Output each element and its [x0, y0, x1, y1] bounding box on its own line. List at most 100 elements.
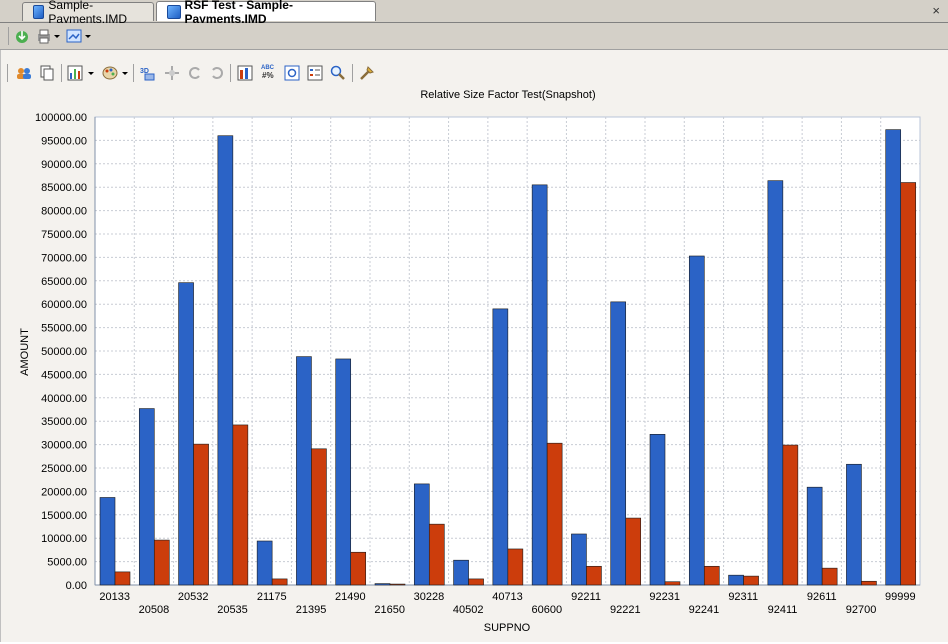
- database-cube-icon: [167, 4, 181, 19]
- print-icon[interactable]: [36, 28, 52, 44]
- y-tick-label: 100000.00: [35, 112, 87, 124]
- x-tick-label: 92221: [610, 604, 641, 616]
- y-tick-label: 15000.00: [41, 510, 87, 522]
- bar-92700-s1: [846, 463, 862, 586]
- tab-label: RSF Test - Sample-Payments.IMD: [184, 0, 293, 26]
- bar-21175-s2: [271, 578, 288, 586]
- chart-type-icon[interactable]: [67, 65, 83, 81]
- bar-30228-s1: [413, 483, 430, 586]
- move-icon[interactable]: [164, 65, 180, 81]
- x-tick-label: 21490: [335, 591, 366, 603]
- x-tick-label: 92700: [846, 604, 877, 616]
- bar-40713-s2: [507, 548, 524, 586]
- bar-20508-s2: [153, 539, 170, 586]
- zoom-fit-icon[interactable]: [284, 65, 300, 81]
- bar-20133-s1: [99, 497, 116, 586]
- y-tick-label: 60000.00: [41, 299, 87, 311]
- bar-60600-s1: [531, 184, 548, 586]
- bar-21650-s2: [389, 583, 406, 586]
- x-tick-label: 20532: [178, 591, 209, 603]
- bar-21490-s2: [350, 551, 367, 586]
- dropdown-icon[interactable]: [121, 65, 129, 81]
- bar-40502-s1: [453, 559, 469, 586]
- y-tick-label: 25000.00: [41, 463, 87, 475]
- rotate-right-icon[interactable]: [209, 65, 225, 81]
- y-tick-label: 85000.00: [41, 182, 87, 194]
- bar-21395-s2: [311, 448, 327, 586]
- dropdown-icon[interactable]: [87, 65, 95, 81]
- bar-92221-s1: [610, 301, 627, 586]
- bar-60600-s2: [546, 442, 563, 586]
- dropdown-icon[interactable]: [84, 28, 92, 44]
- svg-text:3D: 3D: [140, 68, 149, 75]
- tab-sample-payments[interactable]: Sample-Payments.IMD: [22, 0, 154, 26]
- bar-92211-s2: [586, 565, 602, 586]
- zoom-icon[interactable]: [330, 65, 346, 81]
- y-tick-label: 20000.00: [41, 486, 87, 498]
- y-axis-ticks: 0.00 5000.00 10000.00 15000.00 20000.00 25000…: [35, 112, 87, 592]
- y-tick-label: 75000.00: [41, 229, 87, 241]
- x-tick-label: 60600: [531, 604, 562, 616]
- bar-21650-s1: [374, 583, 391, 586]
- main-toolbar: [0, 23, 948, 50]
- bar-20535-s2: [232, 424, 249, 586]
- y-tick-label: 80000.00: [41, 206, 87, 218]
- x-tick-label: 92241: [689, 604, 720, 616]
- bar-92700-s2: [861, 580, 877, 586]
- x-tick-label: 92611: [807, 591, 837, 603]
- tab-rsf-test[interactable]: RSF Test - Sample-Payments.IMD: [156, 0, 376, 26]
- bar-color-icon[interactable]: [237, 65, 253, 81]
- y-tick-label: 35000.00: [41, 416, 87, 428]
- x-tick-label: 99999: [885, 591, 916, 603]
- y-tick-label: 90000.00: [41, 159, 87, 171]
- svg-text:#%: #%: [262, 71, 274, 80]
- y-tick-label: 70000.00: [41, 252, 87, 264]
- bar-20532-s2: [193, 443, 209, 586]
- users-icon[interactable]: [16, 65, 32, 81]
- bar-92241-s2: [703, 565, 720, 586]
- image-export-icon[interactable]: [66, 28, 82, 44]
- toolbar-separator: [133, 64, 134, 82]
- x-tick-label: 92211: [571, 591, 601, 603]
- bar-92211-s1: [571, 533, 587, 586]
- legend-icon[interactable]: [307, 65, 323, 81]
- x-tick-label: 92231: [649, 591, 680, 603]
- x-tick-label: 21650: [374, 604, 405, 616]
- x-axis-ticks: 20133 20508 20532 20535 21175 21395 21490 21650…: [99, 591, 915, 616]
- y-axis-label: AMOUNT: [19, 328, 31, 376]
- rotate-left-icon[interactable]: [187, 65, 203, 81]
- y-tick-label: 50000.00: [41, 346, 87, 358]
- bar-21490-s1: [335, 358, 352, 586]
- bar-92221-s2: [625, 517, 642, 586]
- svg-text:ABC: ABC: [261, 65, 275, 71]
- bar-92611-s2: [821, 567, 838, 586]
- copy-icon[interactable]: [39, 65, 55, 81]
- y-tick-label: 5000.00: [47, 557, 87, 569]
- bar-99999-s1: [885, 129, 902, 586]
- document-tab-bar: Sample-Payments.IMD RSF Test - Sample-Pa…: [0, 0, 948, 26]
- toolbar-grip: [8, 27, 9, 45]
- palette-icon[interactable]: [102, 65, 118, 81]
- bar-92611-s1: [806, 486, 823, 586]
- bar-99999-s2: [900, 182, 917, 586]
- x-tick-label: 20535: [217, 604, 248, 616]
- bar-92411-s2: [782, 444, 799, 586]
- close-icon[interactable]: ×: [932, 3, 940, 18]
- bar-30228-s2: [428, 523, 445, 586]
- 3d-icon[interactable]: 3D: [140, 65, 156, 81]
- y-tick-label: 10000.00: [41, 533, 87, 545]
- database-cube-icon: [33, 5, 45, 19]
- toolbar-separator: [61, 64, 62, 82]
- chart-title: Relative Size Factor Test(Snapshot): [420, 89, 595, 101]
- bar-92241-s1: [688, 255, 705, 586]
- bar-40713-s1: [492, 308, 509, 586]
- x-tick-label: 40713: [492, 591, 523, 603]
- chart-bars: [99, 129, 917, 586]
- data-labels-icon[interactable]: ABC #%: [260, 63, 276, 80]
- properties-icon[interactable]: [359, 65, 375, 81]
- bar-92231-s2: [664, 581, 681, 586]
- dropdown-icon[interactable]: [53, 28, 61, 44]
- bar-chart: Relative Size Factor Test(Snapshot) 0.00…: [19, 89, 921, 634]
- bar-20508-s1: [138, 408, 155, 586]
- export-icon[interactable]: [14, 28, 30, 44]
